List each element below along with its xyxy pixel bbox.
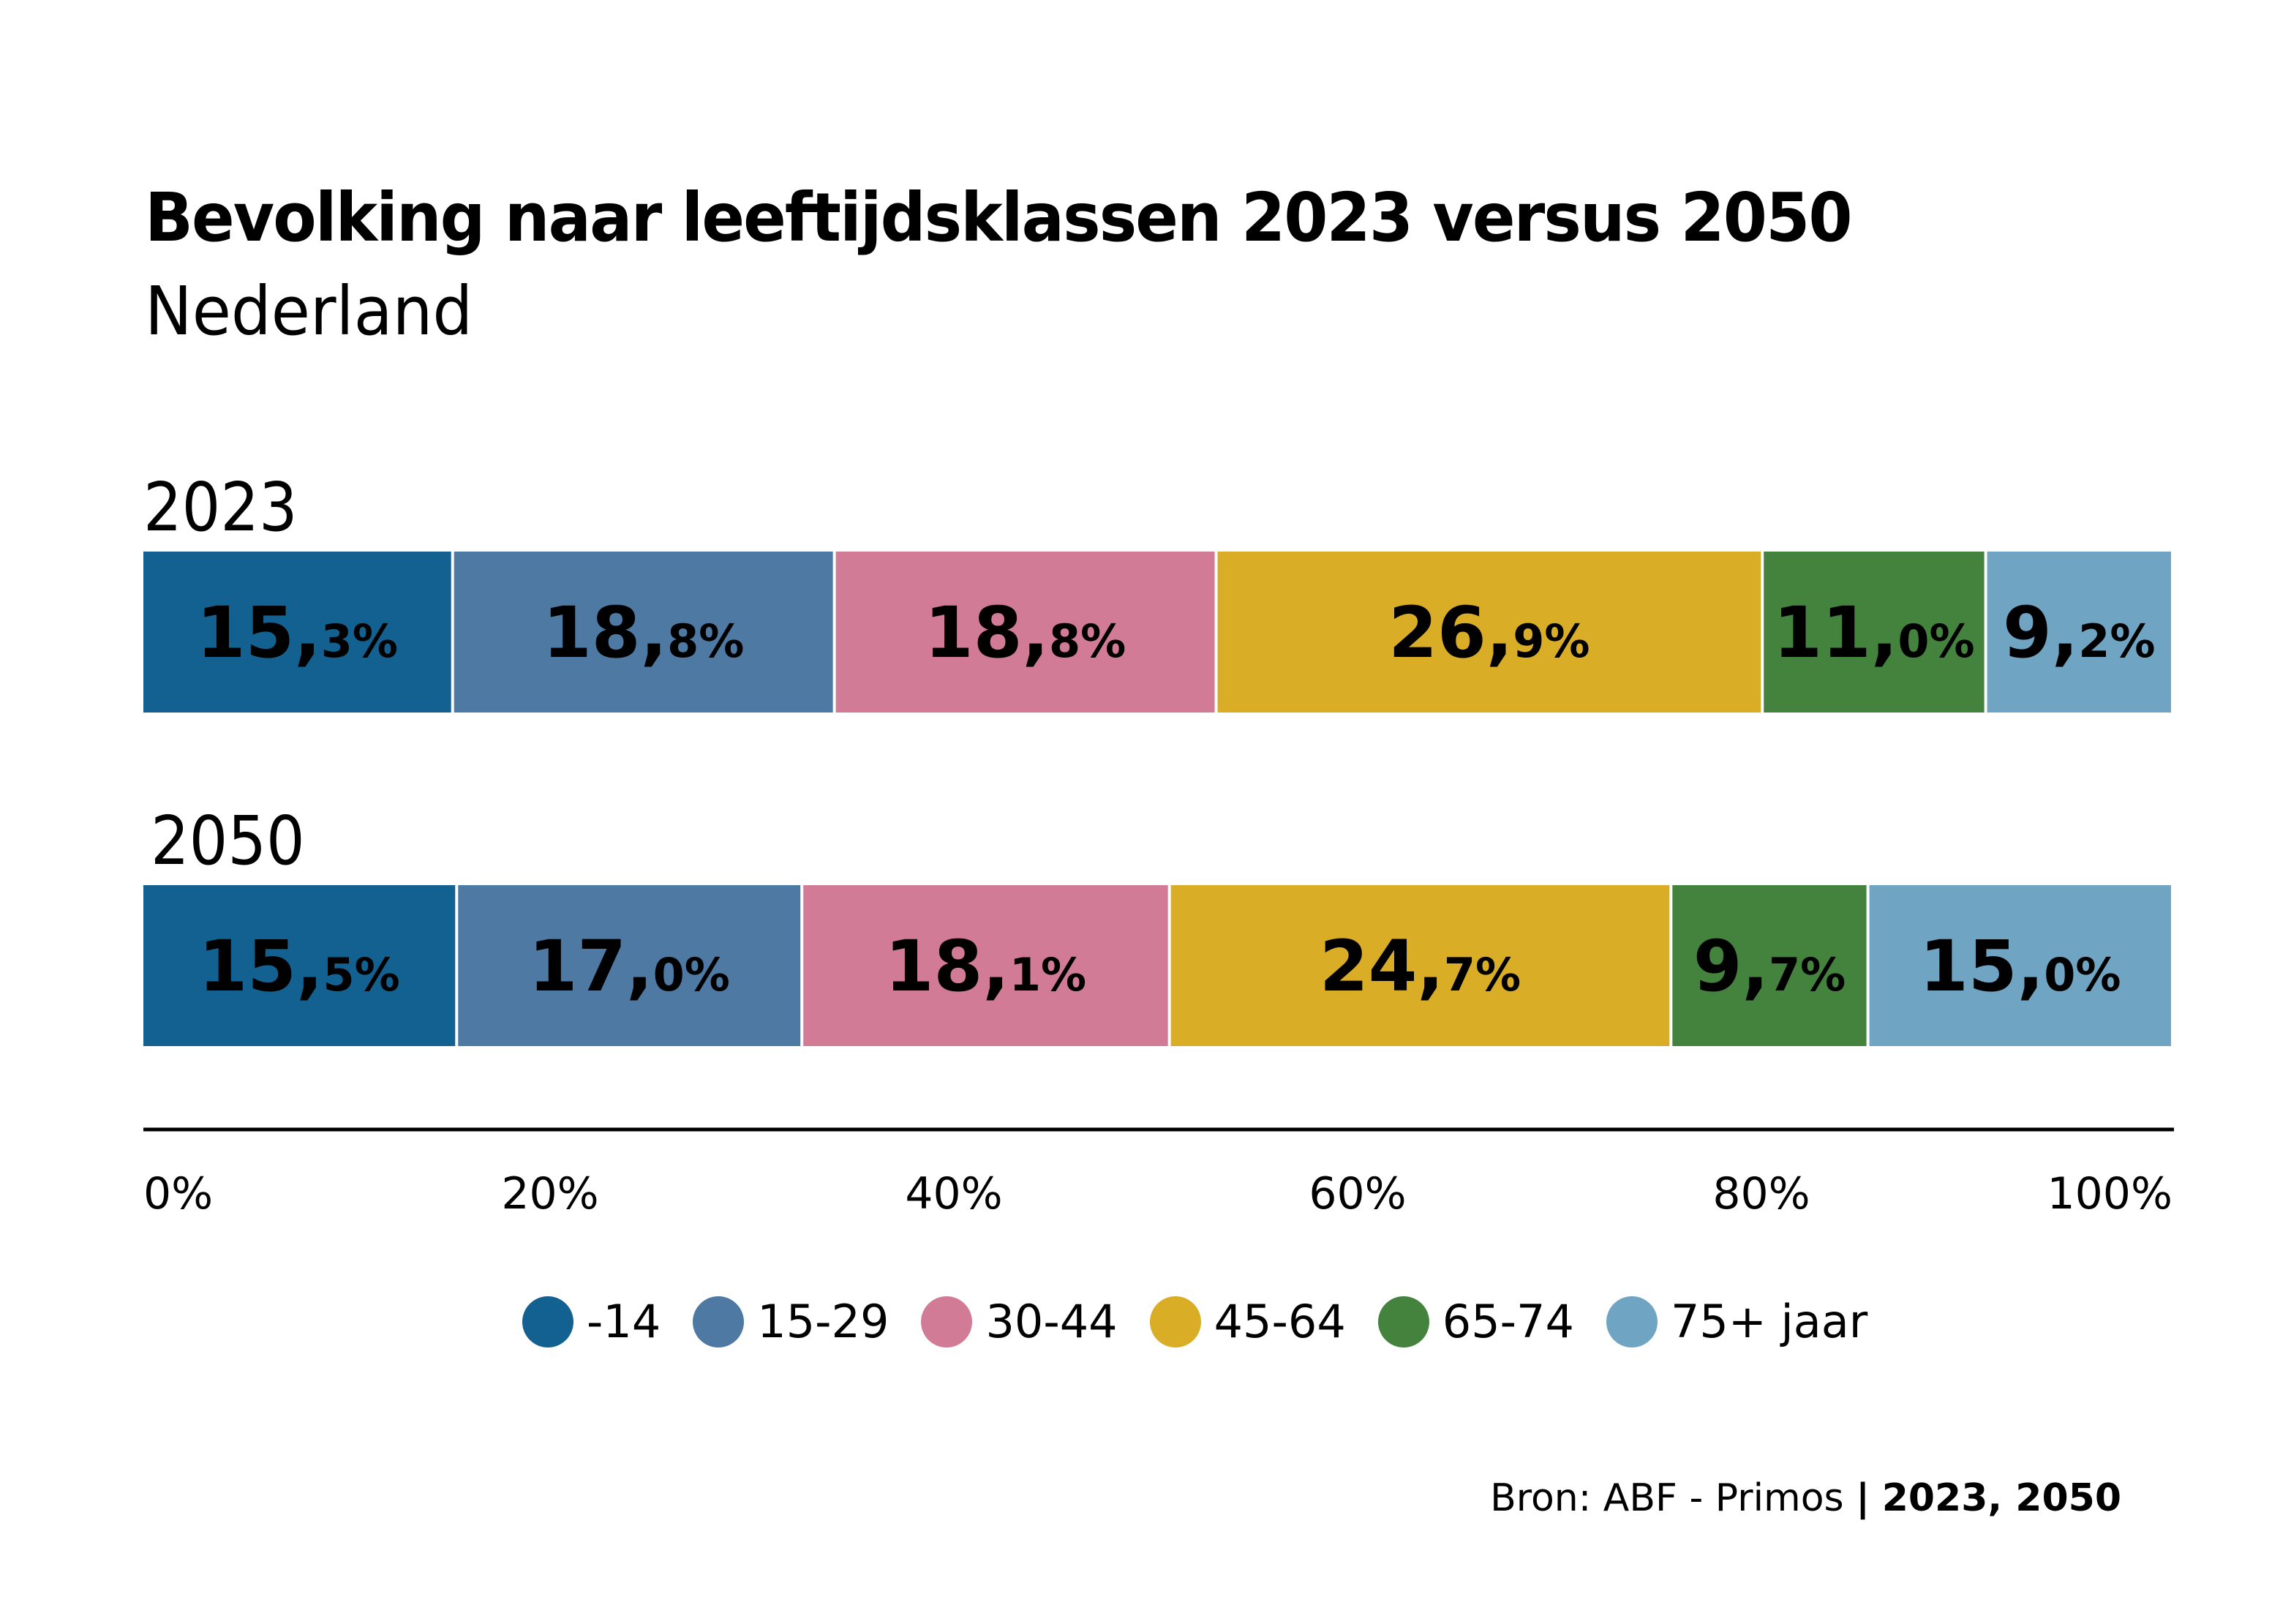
legend-label: 45-64: [1214, 1295, 1346, 1348]
bar-segment-2023-65-74: [1764, 552, 1985, 713]
bar-segment-2050-14: [143, 885, 456, 1046]
bar-segment-2023-14: [143, 552, 451, 713]
x-tick-label: 0%: [143, 1168, 213, 1219]
source-separator: |: [1856, 1476, 1870, 1520]
chart-subtitle: Nederland: [145, 272, 473, 350]
data-label-2050-65-74: 9,7%: [1693, 925, 1846, 1007]
bars-group: 15,3% 18,8% 18,8% 26,9% 11,0% 9,2% 15,5% 17,0% 1…: [143, 552, 2171, 1046]
data-label-2023-65-74: 11,0%: [1773, 592, 1974, 674]
data-label-2023-15-29: 18,8%: [543, 592, 744, 674]
legend-item: -14: [522, 1296, 661, 1347]
legend-label: 15-29: [757, 1295, 889, 1348]
bar-segment-2023-45-64: [1217, 552, 1761, 713]
chart-title: Bevolking naar leeftijdsklassen 2023 ver…: [145, 178, 1853, 257]
data-label-2050-45-64: 24,7%: [1320, 925, 1521, 1007]
x-tick-label: 80%: [1712, 1168, 1810, 1219]
legend-label: 75+ jaar: [1670, 1295, 1868, 1348]
source-note: Bron: ABF - Primos | 2023, 2050: [1490, 1479, 2121, 1517]
legend-item: 30-44: [921, 1295, 1118, 1348]
source-text: Bron: ABF - Primos: [1490, 1476, 1844, 1520]
data-label-2050-75-jaar: 15,0%: [1919, 925, 2121, 1007]
x-tick-label: 40%: [905, 1168, 1002, 1219]
legend-swatch-icon: [1149, 1296, 1201, 1347]
x-axis-ticks: 0% 20% 40% 60% 80% 100%: [143, 1168, 2172, 1219]
row-label-2023: 2023: [143, 468, 298, 546]
legend-swatch-icon: [1606, 1296, 1658, 1347]
bar-segment-2050-30-44: [803, 885, 1168, 1046]
legend-label: -14: [587, 1295, 661, 1348]
bar-segment-2050-15-29: [458, 885, 801, 1046]
legend-item: 15-29: [693, 1296, 889, 1347]
bar-segment-2023-30-44: [835, 552, 1215, 713]
bar-segment-2023-75-jaar: [1987, 552, 2171, 713]
legend-swatch-icon: [921, 1296, 973, 1347]
data-label-2023-14: 15,3%: [197, 592, 398, 674]
x-tick-label: 60%: [1309, 1168, 1406, 1219]
legend-swatch-icon: [1377, 1296, 1429, 1347]
data-label-2023-75-jaar: 9,2%: [2003, 592, 2156, 674]
data-label-2023-45-64: 26,9%: [1388, 592, 1590, 674]
legend-label: 30-44: [985, 1295, 1118, 1348]
x-tick-label: 100%: [2047, 1168, 2172, 1219]
legend-item: 45-64: [1149, 1295, 1346, 1348]
bar-segment-2023-15-29: [454, 552, 833, 713]
legend-label: 65-74: [1442, 1295, 1574, 1348]
source-years: 2023, 2050: [1881, 1476, 2121, 1520]
bar-segment-2050-45-64: [1170, 885, 1670, 1046]
legend-item: 75+ jaar: [1606, 1296, 1867, 1347]
legend-swatch-icon: [522, 1296, 573, 1347]
row-label-2050: 2050: [151, 802, 305, 880]
bar-segment-2050-65-74: [1672, 885, 1867, 1046]
legend-swatch-icon: [693, 1296, 745, 1347]
bar-segment-2050-75-jaar: [1869, 885, 2171, 1046]
data-label-2050-14: 15,5%: [198, 925, 399, 1007]
data-label-2050-30-44: 18,1%: [885, 925, 1086, 1007]
x-tick-label: 20%: [501, 1168, 598, 1219]
legend-item: 65-74: [1377, 1295, 1574, 1348]
data-label-2023-30-44: 18,8%: [925, 592, 1126, 674]
data-label-2050-15-29: 17,0%: [529, 925, 730, 1007]
legend: -14 15-29 30-44 45-64 65-74 75+ jaar: [522, 1296, 1900, 1347]
